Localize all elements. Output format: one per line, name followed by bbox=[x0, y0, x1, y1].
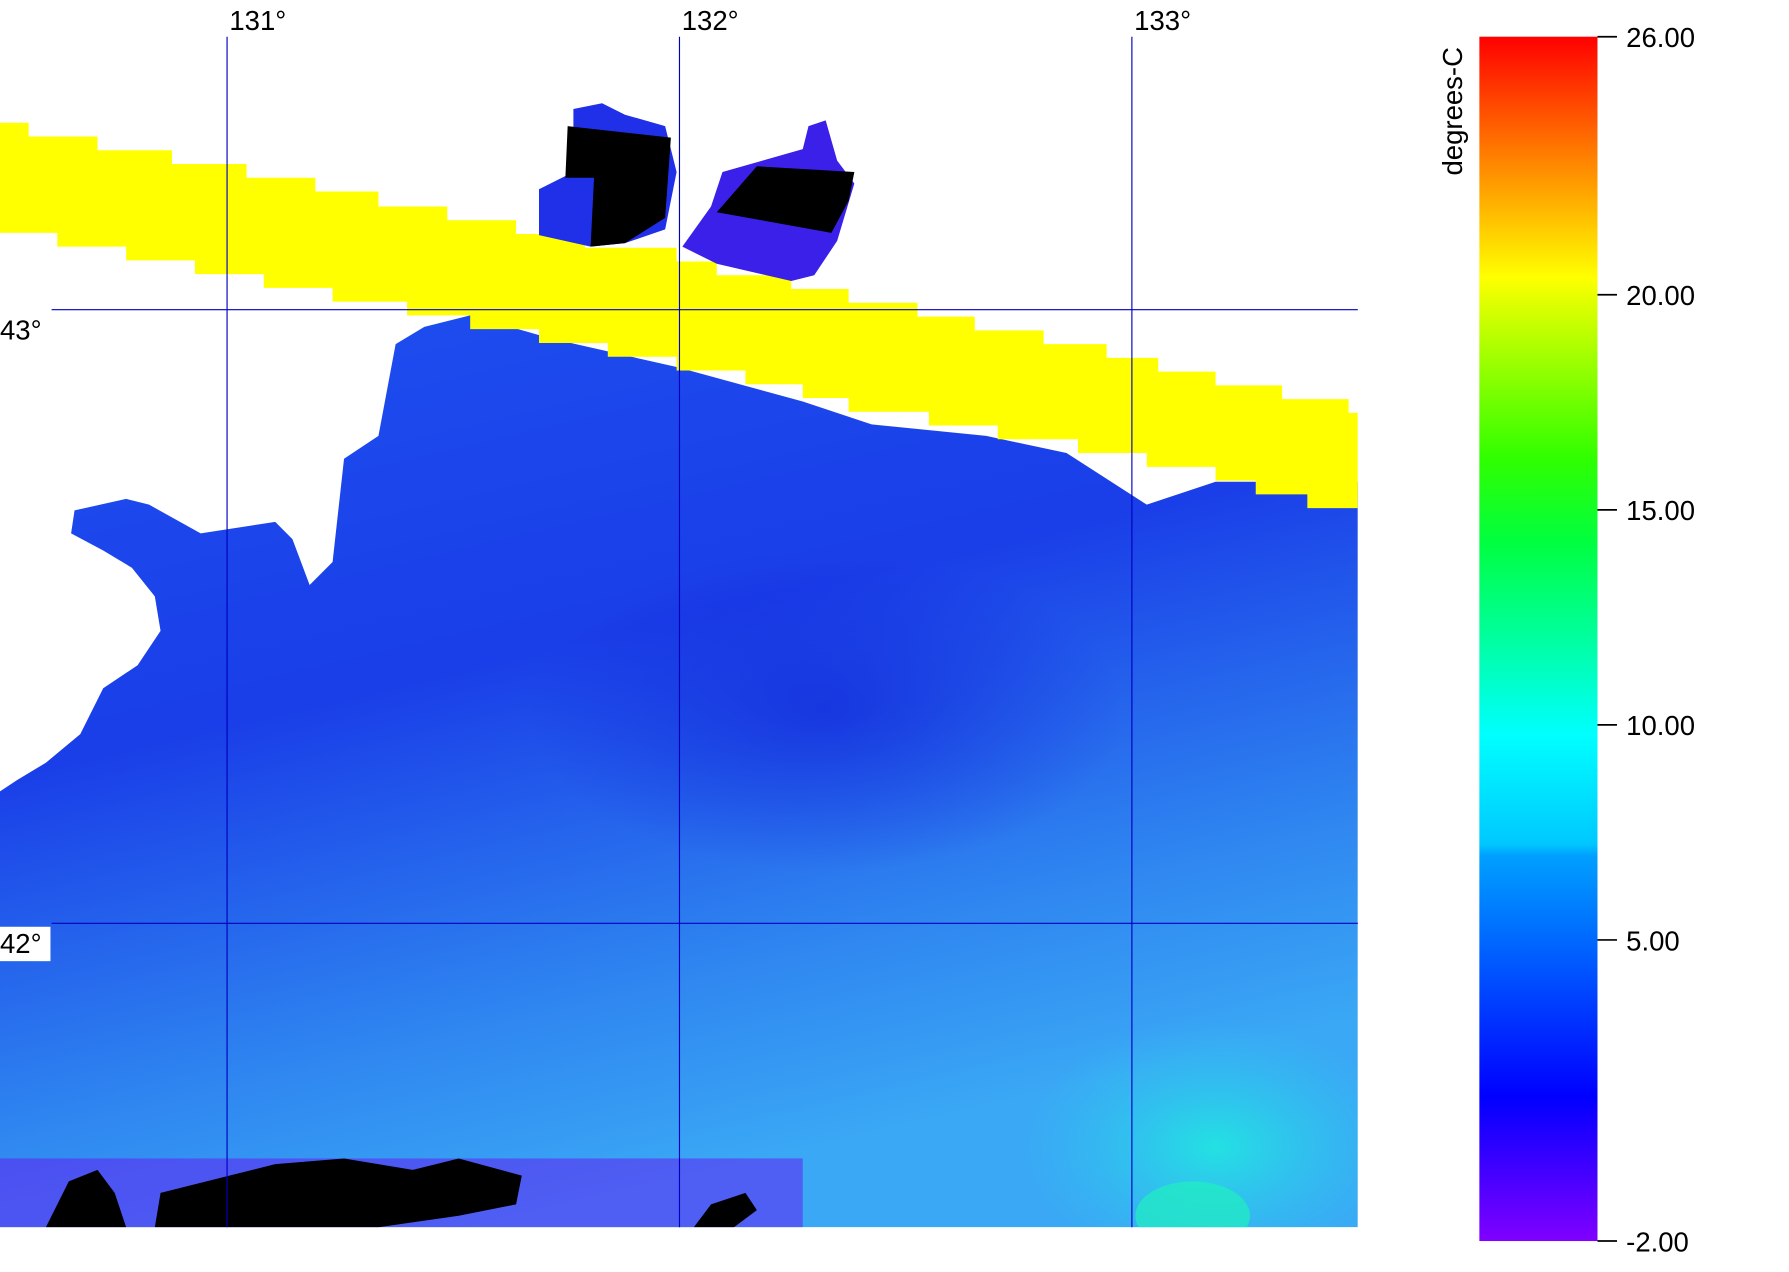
colorbar-title: degrees-C bbox=[1437, 47, 1468, 175]
colorbar-tick-label: 26.00 bbox=[1626, 22, 1695, 53]
no-data bbox=[154, 1158, 522, 1228]
longitude-label: 133° bbox=[1134, 5, 1191, 36]
cold-patch bbox=[527, 550, 1124, 872]
no-data bbox=[716, 166, 855, 233]
colorbar-tick-label: 5.00 bbox=[1626, 925, 1680, 956]
colorbar-tick-label: 20.00 bbox=[1626, 280, 1695, 311]
colorbar-tick-label: 15.00 bbox=[1626, 495, 1695, 526]
latitude-label-bg bbox=[0, 313, 51, 348]
latitude-label: 43° bbox=[0, 315, 42, 346]
warm-patch bbox=[1020, 1020, 1358, 1228]
warm-patch bbox=[1135, 1181, 1250, 1228]
longitude-label: 132° bbox=[682, 5, 739, 36]
colorbar-tick-label: -2.00 bbox=[1626, 1226, 1689, 1257]
no-data bbox=[45, 1169, 127, 1228]
longitude-label: 131° bbox=[229, 5, 286, 36]
map-image bbox=[0, 103, 1358, 1228]
colorbar bbox=[1479, 36, 1598, 1242]
colorbar-tick-label: 10.00 bbox=[1626, 710, 1695, 741]
graticule: 131° 132° 133° 43° 42° bbox=[0, 5, 1358, 1228]
latitude-label-bg bbox=[0, 926, 51, 962]
no-data bbox=[693, 1192, 757, 1228]
no-data bbox=[565, 126, 671, 247]
latitude-label: 42° bbox=[0, 928, 42, 959]
